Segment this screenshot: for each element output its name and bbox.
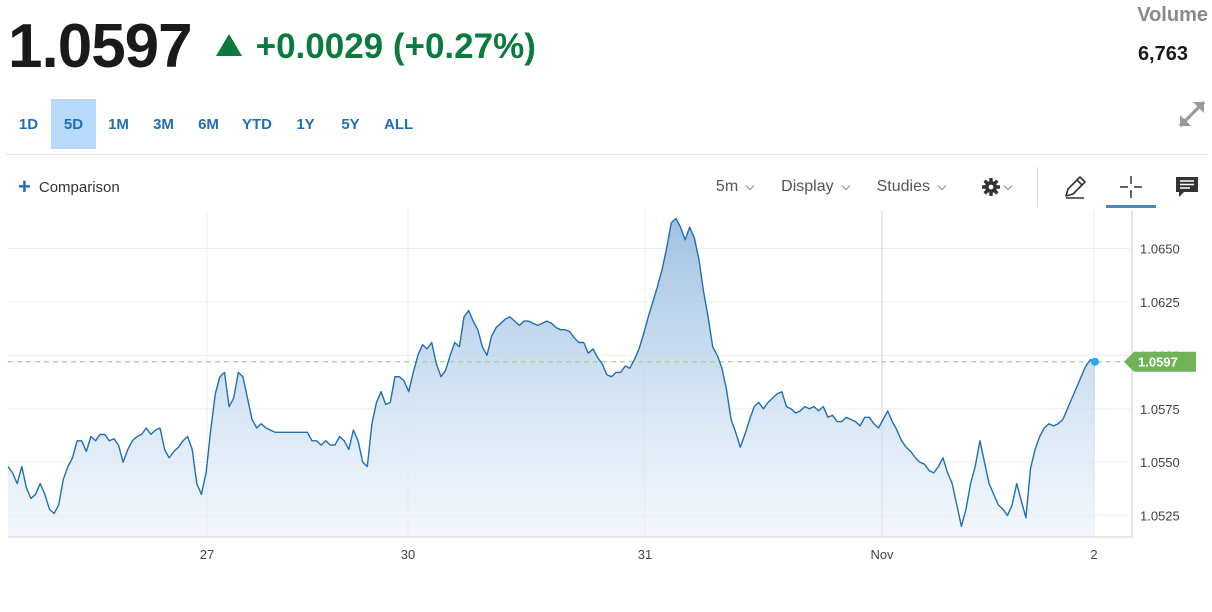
toolbar-divider xyxy=(1037,167,1038,207)
comments-button[interactable] xyxy=(1162,166,1212,208)
chevron-down-icon xyxy=(745,181,755,190)
plus-icon: + xyxy=(18,174,31,199)
quote-header: 1.0597 +0.0029 (+0.27%) xyxy=(8,12,536,82)
tab-range-label: 3M xyxy=(153,115,174,133)
tab-range-1m[interactable]: 1M xyxy=(96,99,141,149)
y-tick-label: 1.0550 xyxy=(1140,455,1180,470)
last-price-tag: 1.0597 xyxy=(1124,351,1196,372)
x-tick-label: 31 xyxy=(638,547,652,562)
x-axis-labels: 27 30 31 Nov 2 xyxy=(200,547,1098,562)
comment-icon xyxy=(1176,177,1198,197)
x-tick-label: 2 xyxy=(1090,547,1097,562)
pencil-icon xyxy=(1065,176,1086,199)
crosshair-button[interactable] xyxy=(1106,166,1156,208)
x-tick-label: 27 xyxy=(200,547,214,562)
tab-range-label: YTD xyxy=(242,115,272,133)
volume-label: Volume xyxy=(1137,4,1208,26)
y-tick-label: 1.0650 xyxy=(1140,241,1180,256)
settings-dropdown[interactable] xyxy=(959,169,1029,205)
x-tick-label: Nov xyxy=(870,547,894,562)
y-tick-label: 1.0575 xyxy=(1140,402,1180,417)
price-area xyxy=(8,218,1095,537)
crosshair-icon xyxy=(1120,176,1142,198)
draw-button[interactable] xyxy=(1050,166,1100,208)
comparison-label: Comparison xyxy=(38,178,120,196)
tab-range-label: 6M xyxy=(198,115,219,133)
header-divider xyxy=(6,154,1208,155)
tab-range-label: 1Y xyxy=(296,115,315,133)
tab-range-5d[interactable]: 5D xyxy=(51,99,96,149)
tab-range-6m[interactable]: 6M xyxy=(186,99,231,149)
range-tabs: 1D 5D 1M 3M 6M YTD 1Y 5Y ALL xyxy=(6,99,424,149)
price-change-value: +0.0029 (+0.27%) xyxy=(255,27,536,66)
chevron-down-icon xyxy=(937,181,947,190)
volume-block: Volume 6,763 xyxy=(1137,4,1208,66)
tab-range-label: ALL xyxy=(384,115,414,133)
last-price-tag-shape xyxy=(1124,351,1196,372)
tab-range-1y[interactable]: 1Y xyxy=(283,99,328,149)
price-line xyxy=(7,217,1096,527)
x-tick-label: 30 xyxy=(401,547,415,562)
y-tick-label: 1.0525 xyxy=(1140,509,1180,524)
gear-icon xyxy=(982,178,1000,196)
volume-value: 6,763 xyxy=(1137,43,1188,65)
tab-range-ytd[interactable]: YTD xyxy=(231,99,283,149)
tab-range-all[interactable]: ALL xyxy=(373,99,424,149)
studies-label: Studies xyxy=(876,178,930,195)
display-dropdown[interactable]: Display xyxy=(767,169,862,205)
last-price: 1.0597 xyxy=(8,12,193,81)
tab-range-label: 5Y xyxy=(341,115,360,133)
expand-button[interactable] xyxy=(1176,98,1208,130)
last-price-tag-label: 1.0597 xyxy=(1138,355,1178,370)
tab-range-5y[interactable]: 5Y xyxy=(328,99,373,149)
display-label: Display xyxy=(781,178,834,195)
price-change: +0.0029 (+0.27%) xyxy=(215,27,536,67)
tab-range-1d[interactable]: 1D xyxy=(6,99,51,149)
studies-dropdown[interactable]: Studies xyxy=(863,169,959,205)
chart-toolbar: 5m Display Studies xyxy=(702,166,1212,208)
y-tick-label: 1.0625 xyxy=(1140,295,1180,310)
tab-range-label: 1D xyxy=(18,115,39,133)
tab-range-3m[interactable]: 3M xyxy=(141,99,186,149)
chevron-down-icon xyxy=(841,181,850,190)
triangle-up-icon xyxy=(215,34,242,56)
comparison-button[interactable]: + Comparison xyxy=(18,176,120,198)
tab-range-label: 1M xyxy=(108,115,129,133)
tab-range-label: 5D xyxy=(63,115,84,133)
chevron-down-icon xyxy=(1003,181,1013,190)
interval-label: 5m xyxy=(715,178,739,195)
expand-icon xyxy=(1178,100,1206,128)
interval-dropdown[interactable]: 5m xyxy=(702,169,767,205)
last-price-dot xyxy=(1091,357,1099,366)
